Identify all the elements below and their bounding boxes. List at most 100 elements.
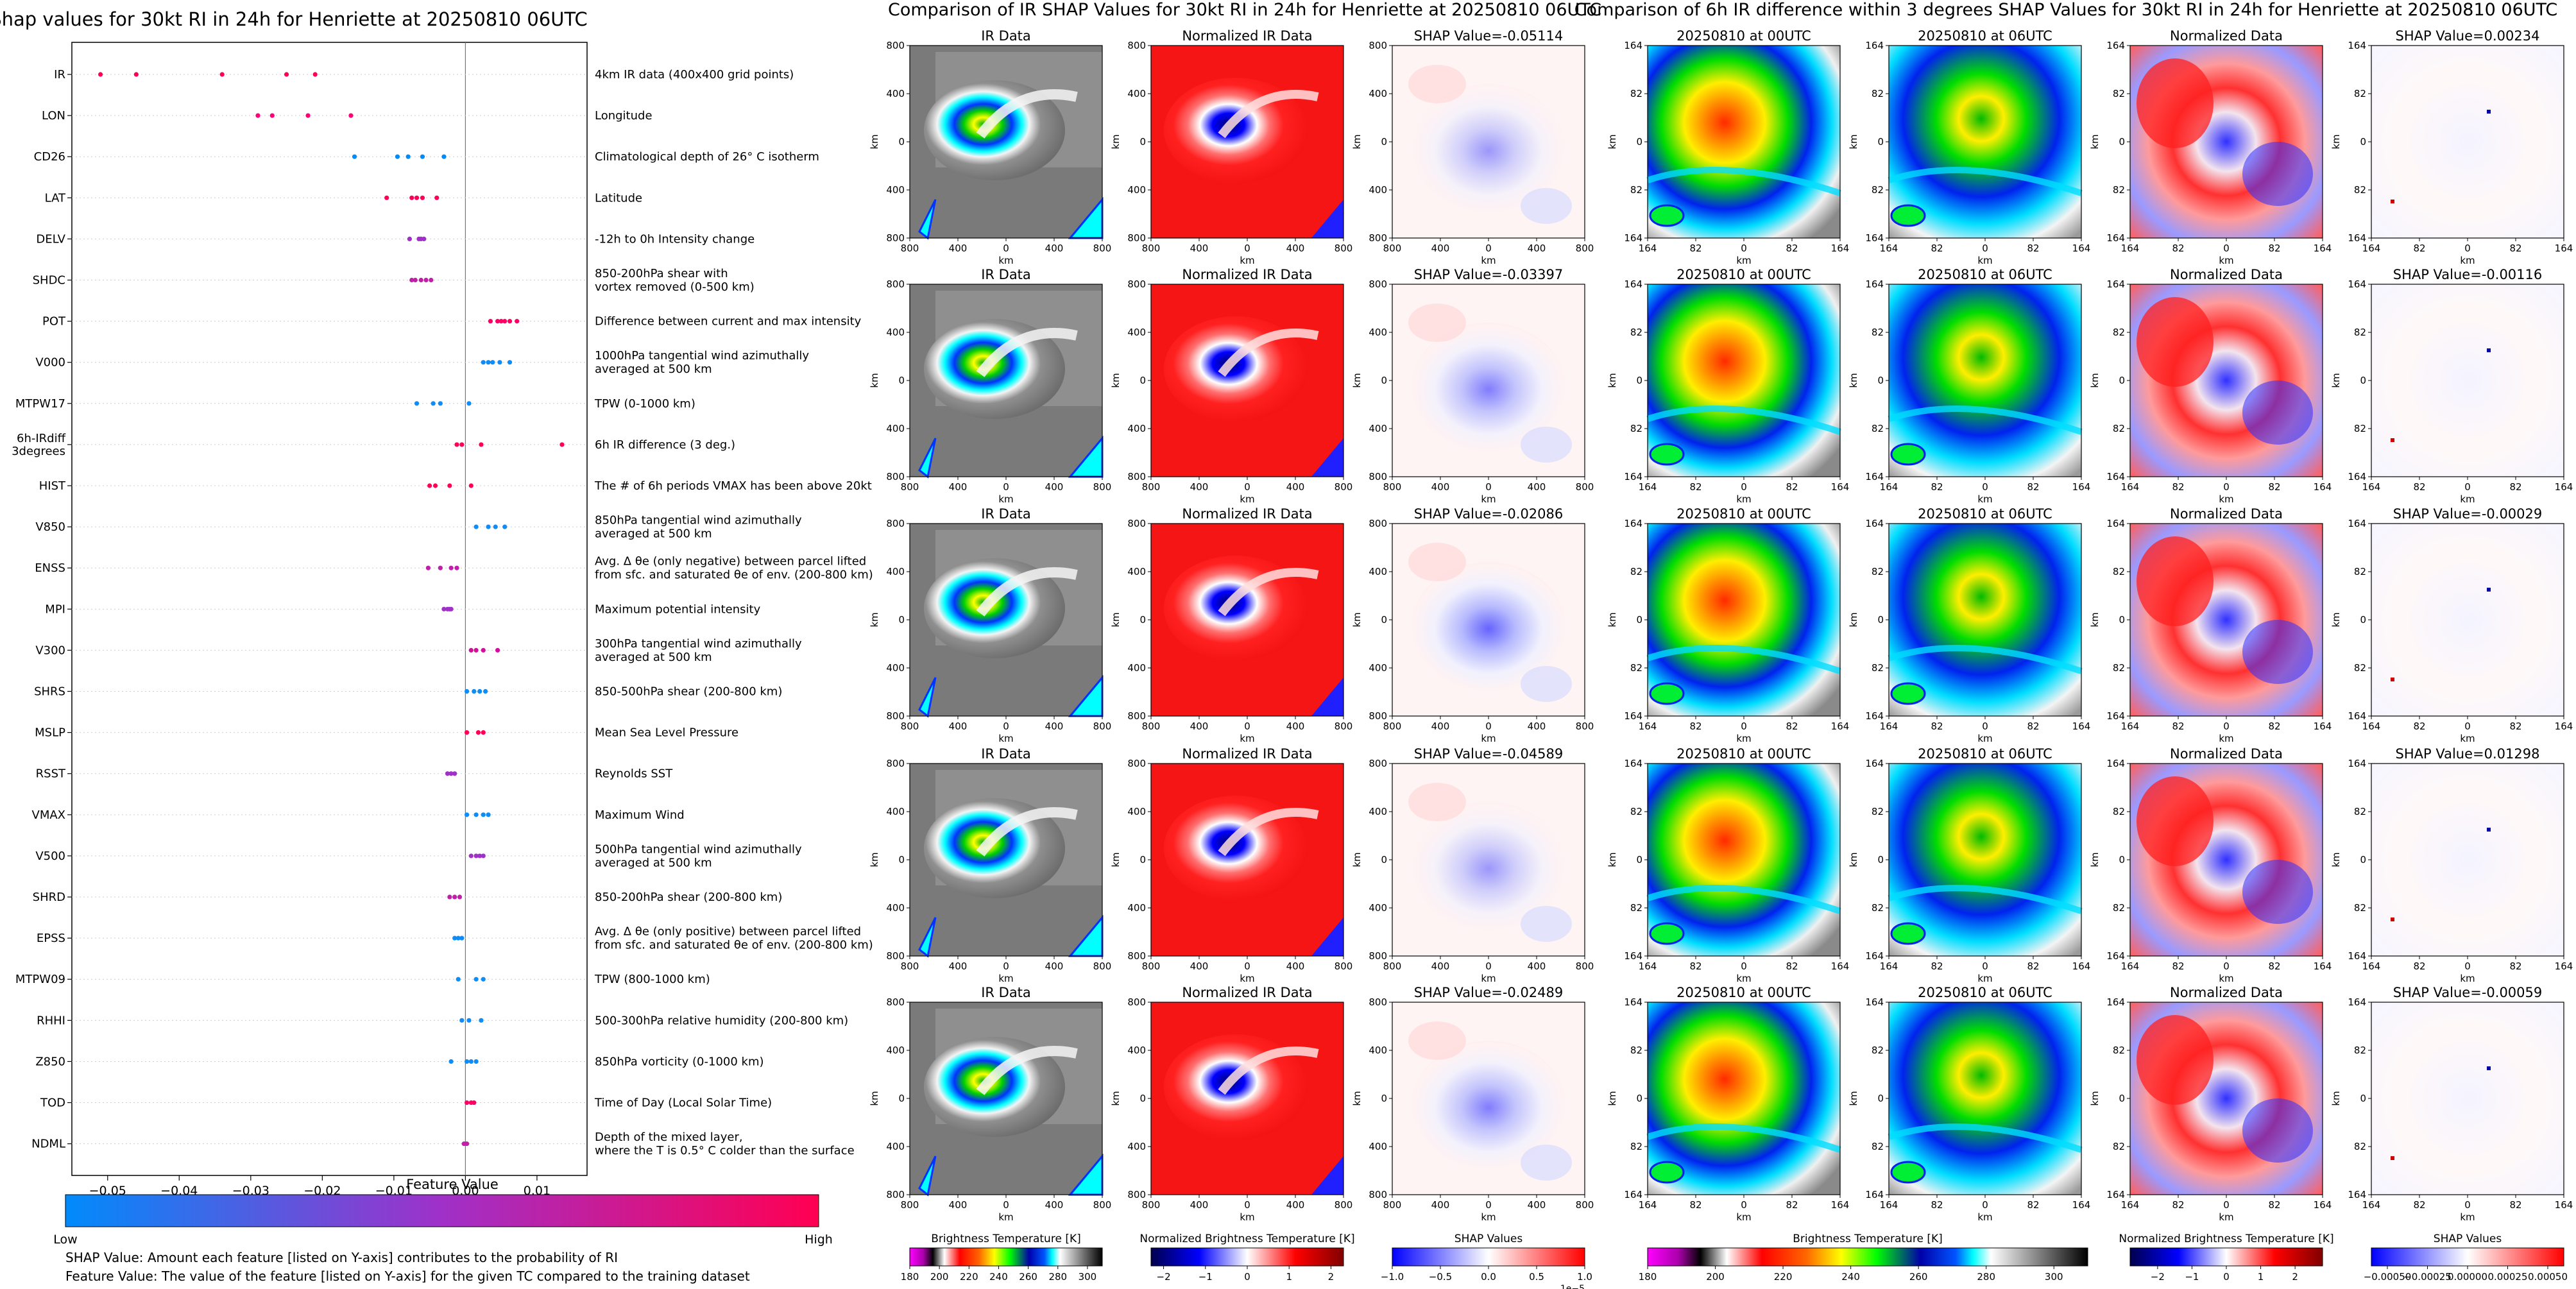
panel-x-axis-label: km [998,255,1013,266]
panel-title: IR Data [981,746,1031,762]
panel-title: 20250810 at 00UTC [1676,985,1811,1000]
shap-point [409,195,414,200]
colorbar-tick-label: 220 [960,1271,978,1283]
image-panel: Normalized IR Data8008004004000040040080… [1110,506,1352,744]
panel-y-tick-label: 164 [1865,278,1884,290]
colorbar-gradient [1647,1247,2088,1267]
shap-speck [2391,1156,2394,1160]
panel-y-tick-label: 0 [898,136,905,148]
feature-label: V300 [35,644,65,657]
feature-description: The # of 6h periods VMAX has been above … [594,479,872,493]
panel-y-tick-label: 800 [886,278,905,290]
shap-point [468,853,473,858]
panel-y-tick-label: 800 [1369,518,1387,529]
shap-point [418,277,423,283]
panel-x-tick-label: 400 [1286,721,1305,732]
panel-y-tick-label: 164 [1624,1189,1642,1200]
image-panel: 20250810 at 06UTC1641648282008282164164k… [1848,506,2090,744]
panel-x-tick-label: 0 [2464,243,2471,254]
panel-x-tick-label: 400 [1286,1199,1305,1211]
panel-y-tick-label: 82 [1872,88,1884,99]
panel-y-tick-label: 800 [1127,950,1146,962]
panel-x-tick-label: 0 [1982,1199,1988,1211]
panel-title: 20250810 at 00UTC [1676,506,1811,522]
colorbar-tick-label: 1 [2258,1271,2264,1283]
panel-x-tick-label: 400 [1431,243,1450,254]
panel-y-tick-label: 800 [1127,996,1146,1008]
shap-point [473,977,479,982]
edge-cloud [918,1156,937,1197]
feature-label: RHHI [37,1014,65,1027]
panel-y-tick-label: 164 [1624,996,1642,1008]
panel-y-tick-label: 82 [2354,662,2366,674]
panel-x-tick-label: 0 [1982,960,1988,972]
colorbar-label: SHAP Values [1454,1233,1523,1245]
panel-x-tick-label: 164 [2121,1199,2140,1211]
panel-x-axis-label: km [1736,733,1751,744]
norm-blob [2137,1015,2213,1105]
shap-point [456,935,461,941]
panel-y-tick-label: 400 [1127,327,1146,338]
shap-blob [1521,188,1572,224]
panel-x-tick-label: 82 [2413,243,2425,254]
panel-x-tick-label: 800 [1142,481,1161,493]
panel-title: Normalized Data [2170,746,2283,762]
shap-speck [2487,110,2491,114]
panel-y-tick-label: 400 [1127,423,1146,434]
panel-x-tick-label: 164 [2314,243,2332,254]
shap-image [2371,1002,2564,1195]
panel-x-tick-label: 0 [1003,1199,1009,1211]
panel-y-tick-label: 82 [2354,184,2366,196]
panel-x-tick-label: 164 [2314,481,2332,493]
feature-label: MSLP [35,726,65,740]
panel-y-tick-label: 0 [898,1093,905,1104]
shap-point [352,154,357,159]
colorbar-tick-label: 240 [1841,1271,1860,1283]
panel-y-tick-label: 400 [886,1141,905,1152]
edge-cloud [1890,922,1926,945]
panel-y-tick-label: 0 [1139,136,1146,148]
panel-y-tick-label: 800 [886,471,905,482]
shap-point [468,1059,473,1064]
panel-x-tick-label: 800 [1335,481,1353,493]
panel-x-tick-label: 82 [1689,721,1702,732]
image-panel: Normalized IR Data8008004004000040040080… [1110,985,1352,1223]
panel-x-tick-label: 0 [2223,721,2230,732]
panel-y-tick-label: 82 [1630,566,1642,577]
image-panel: 20250810 at 06UTC1641648282008282164164k… [1848,267,2090,505]
panel-y-tick-label: 82 [1630,806,1642,817]
panel-title: Normalized Data [2170,506,2283,522]
panel-y-tick-label: 0 [2360,1093,2366,1104]
colorbar-tick-label: −0.5 [1429,1271,1452,1283]
edge-cloud [1311,918,1343,956]
panel-y-axis-label: km [1110,612,1122,627]
panel-x-tick-label: 0 [1485,721,1492,732]
panel-x-tick-label: 82 [1931,481,1943,493]
panel-x-tick-label: 82 [2509,243,2521,254]
panel-x-tick-label: 800 [1142,1199,1161,1211]
colorbar-tick-label: −2 [2151,1271,2165,1283]
panel-y-tick-label: 400 [886,902,905,914]
rainband [1646,645,1841,674]
panel-x-tick-label: 400 [1045,481,1064,493]
panel-y-axis-label: km [869,852,880,867]
shap-point [475,730,481,735]
panel-y-tick-label: 82 [1872,184,1884,196]
panel-x-tick-label: 82 [2268,243,2280,254]
edge-cloud [1890,443,1926,466]
panel-x-tick-label: 800 [1576,243,1594,254]
panel-y-tick-label: 0 [1877,375,1884,386]
colorbar-tick-label: 280 [1048,1271,1067,1283]
shap-point [507,360,513,365]
storm-cloud [1889,46,2081,238]
feature-value-colorbar [65,1194,819,1227]
colorbar-tick-label: −0.00025 [2403,1271,2452,1283]
panel-y-tick-label: 0 [2119,614,2125,626]
shap-point [499,319,504,324]
panel-x-tick-label: 164 [2072,721,2091,732]
panel-x-tick-label: 400 [1190,481,1209,493]
shap-point [465,1141,470,1147]
shap-point [414,195,420,200]
panel-x-tick-label: 0 [1982,721,1988,732]
